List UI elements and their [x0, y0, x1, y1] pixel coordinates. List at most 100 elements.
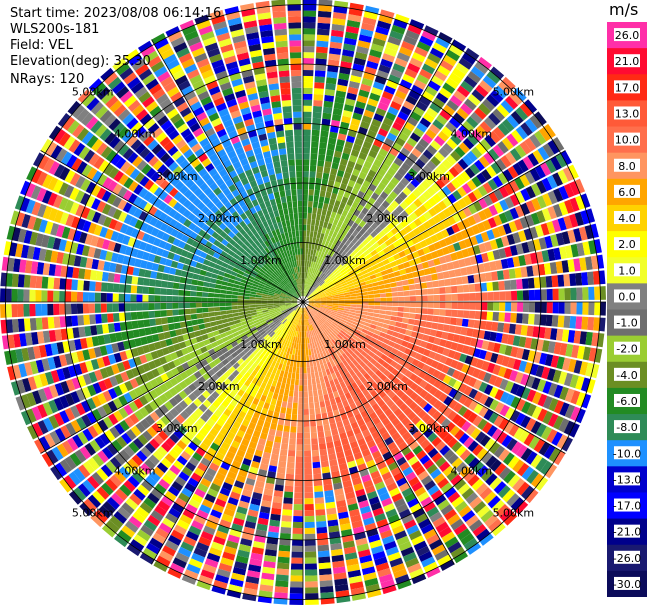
- range-gate: [411, 535, 425, 546]
- range-gate: [398, 191, 408, 201]
- range-gate: [238, 351, 246, 358]
- range-gate: [488, 374, 498, 386]
- range-gate: [72, 434, 84, 448]
- range-gate: [203, 317, 210, 324]
- range-gate: [178, 255, 187, 264]
- range-gate: [306, 331, 309, 338]
- range-gate: [341, 316, 348, 322]
- range-gate: [494, 401, 505, 414]
- range-gate: [273, 355, 279, 362]
- range-gate: [408, 440, 420, 451]
- range-gate: [326, 304, 333, 307]
- range-gate: [516, 290, 524, 301]
- range-gate: [427, 52, 442, 64]
- range-gate: [349, 290, 356, 295]
- range-gate: [340, 329, 347, 336]
- range-gate: [431, 544, 446, 556]
- range-gate: [5, 304, 12, 318]
- range-gate: [116, 254, 125, 264]
- range-gate: [490, 352, 499, 364]
- range-gate: [355, 310, 362, 314]
- range-gate: [444, 536, 459, 549]
- range-gate: [555, 232, 565, 246]
- range-gate: [349, 326, 357, 332]
- range-gate: [197, 394, 207, 403]
- range-gate: [275, 368, 281, 376]
- range-gate: [314, 304, 321, 307]
- range-gate: [304, 545, 317, 552]
- range-gate: [324, 160, 332, 168]
- range-gate: [126, 266, 134, 276]
- range-gate: [515, 243, 524, 255]
- range-gate: [207, 302, 214, 307]
- range-gate: [24, 260, 33, 274]
- range-gate: [451, 293, 458, 301]
- range-gate: [141, 480, 154, 492]
- range-gate: [559, 342, 568, 356]
- range-gate: [478, 381, 488, 393]
- range-gate: [501, 118, 515, 132]
- range-gate: [315, 64, 327, 72]
- range-gate: [227, 534, 240, 544]
- range-gate: [101, 203, 112, 215]
- range-gate: [374, 187, 383, 196]
- range-gate: [427, 80, 441, 92]
- range-gate: [188, 246, 197, 254]
- range-gate: [211, 457, 222, 467]
- range-gate: [350, 514, 362, 523]
- range-gate: [176, 519, 190, 530]
- range-gate: [232, 312, 239, 317]
- range-gate: [536, 379, 547, 392]
- range-gate: [232, 566, 247, 576]
- range-gate: [276, 356, 282, 364]
- range-gate: [404, 267, 412, 274]
- range-gate: [467, 203, 478, 215]
- range-gate: [317, 538, 329, 546]
- range-gate: [501, 235, 510, 247]
- range-gate: [112, 313, 120, 322]
- range-gate: [48, 263, 56, 276]
- range-gate: [456, 343, 464, 353]
- range-gate: [374, 455, 385, 465]
- range-gate: [467, 246, 476, 257]
- range-gate: [333, 102, 344, 110]
- range-gate: [343, 292, 350, 296]
- range-gate: [179, 371, 189, 380]
- range-gate: [331, 403, 338, 411]
- range-gate: [296, 367, 300, 374]
- range-gate: [309, 414, 316, 421]
- range-gate: [31, 406, 43, 421]
- range-gate: [322, 267, 328, 273]
- range-gate: [275, 580, 289, 588]
- range-gate: [453, 402, 463, 413]
- range-gate: [381, 90, 394, 101]
- range-gate: [391, 287, 398, 293]
- range-gate: [454, 478, 467, 491]
- range-gate: [201, 302, 208, 308]
- range-gate: [237, 329, 245, 335]
- range-gate: [407, 278, 415, 285]
- range-gate: [303, 373, 308, 380]
- range-gate: [292, 527, 303, 535]
- range-gate: [448, 44, 464, 57]
- range-gate: [348, 369, 356, 377]
- range-gate: [156, 325, 164, 333]
- range-gate: [438, 526, 453, 539]
- range-gate: [53, 397, 64, 411]
- range-gate: [359, 360, 367, 368]
- range-gate: [370, 278, 378, 284]
- range-gate: [392, 186, 402, 196]
- range-gate: [359, 331, 367, 338]
- range-gate: [498, 312, 506, 322]
- range-gate: [273, 297, 280, 300]
- range-gate: [286, 467, 295, 475]
- range-gate: [337, 426, 346, 434]
- range-gate: [109, 426, 121, 439]
- range-gate: [332, 245, 339, 252]
- range-gate: [410, 111, 422, 122]
- range-gate: [154, 219, 164, 230]
- range-gate: [59, 166, 71, 181]
- range-gate: [439, 461, 451, 473]
- range-gate: [374, 293, 381, 298]
- range-gate: [152, 466, 165, 478]
